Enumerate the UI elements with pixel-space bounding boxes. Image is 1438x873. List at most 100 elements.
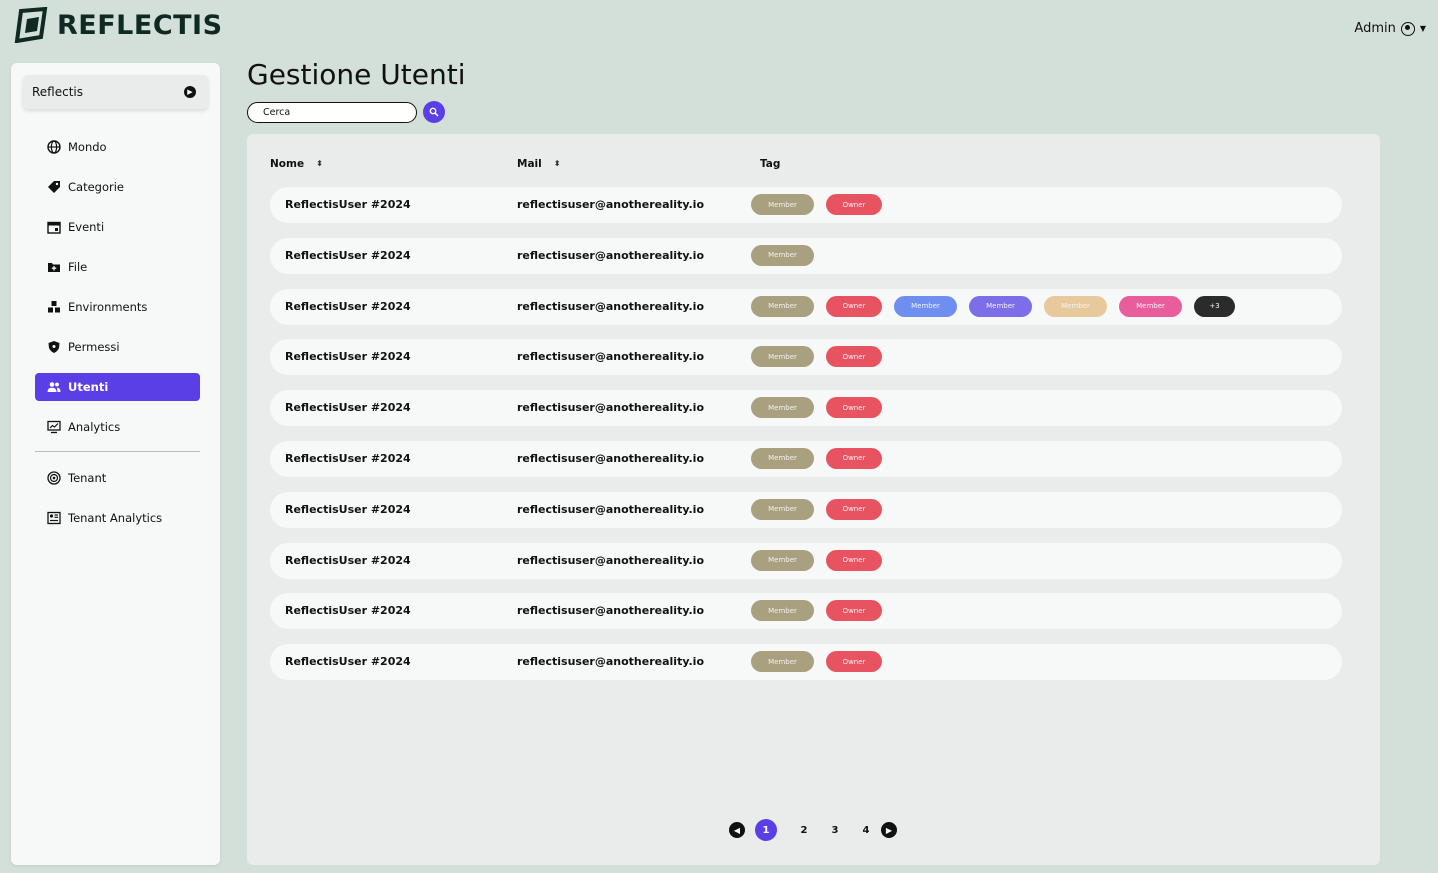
- user-mail-cell: reflectisuser@anothereality.io: [517, 299, 704, 313]
- tag-badge: Member: [751, 498, 814, 520]
- table-row[interactable]: ReflectisUser #2024 reflectisuser@another…: [270, 187, 1342, 223]
- user-menu-label: Admin: [1354, 21, 1396, 36]
- table-row[interactable]: ReflectisUser #2024 reflectisuser@another…: [270, 288, 1342, 325]
- next-page-button[interactable]: ▶: [881, 822, 897, 838]
- sidebar-item-permessi[interactable]: Permessi: [35, 333, 200, 361]
- page-title: Gestione Utenti: [247, 58, 466, 91]
- tenant-selector-label: Reflectis: [32, 85, 84, 99]
- sidebar-item-environments[interactable]: Environments: [35, 293, 200, 321]
- tag-badge: Member: [751, 447, 814, 469]
- sidebar-item-label: Mondo: [68, 140, 107, 154]
- user-circle-icon: [1400, 21, 1415, 36]
- tag-badge: Member: [751, 194, 814, 215]
- sidebar-item-tenant[interactable]: Tenant: [35, 464, 200, 492]
- user-mail-cell: reflectisuser@anothereality.io: [517, 655, 704, 669]
- column-header-label: Mail: [517, 158, 542, 170]
- sidebar-item-label: Utenti: [68, 380, 109, 394]
- sidebar-item-eventi[interactable]: Eventi: [35, 213, 200, 241]
- sidebar-item-label: Tenant: [68, 471, 107, 485]
- prev-page-button[interactable]: ◀: [729, 822, 745, 838]
- user-name-cell: ReflectisUser #2024: [285, 451, 411, 465]
- page-button-2[interactable]: 2: [800, 824, 808, 836]
- sort-icon[interactable]: ⬍: [553, 159, 561, 168]
- tag-badge: Member: [751, 295, 814, 317]
- column-header-label: Nome: [270, 158, 305, 170]
- user-name-cell: ReflectisUser #2024: [285, 350, 411, 364]
- tag-badge: Owner: [826, 600, 882, 622]
- user-tags-cell: Member Owner: [751, 600, 882, 622]
- user-name-cell: ReflectisUser #2024: [285, 299, 411, 313]
- folder-plus-icon: [47, 260, 61, 274]
- tenant-selector[interactable]: Reflectis ▶: [23, 75, 208, 109]
- calendar-icon: [47, 220, 61, 234]
- search-icon: [429, 107, 439, 117]
- tag-badge: Owner: [826, 498, 882, 520]
- user-mail-cell: reflectisuser@anothereality.io: [517, 502, 704, 516]
- globe-icon: [47, 140, 61, 154]
- sidebar-item-categorie[interactable]: Categorie: [35, 173, 200, 201]
- user-name-cell: ReflectisUser #2024: [285, 198, 411, 211]
- sidebar-item-label: Environments: [68, 300, 148, 314]
- tag-badge: Member: [751, 600, 814, 622]
- tag-badge: Owner: [826, 651, 882, 673]
- tag-badge: Member: [751, 244, 814, 266]
- tag-badge: Owner: [826, 194, 882, 215]
- page-button-4[interactable]: 4: [862, 824, 870, 836]
- table-row[interactable]: ReflectisUser #2024 reflectisuser@another…: [270, 542, 1342, 579]
- tag-badge: Owner: [826, 447, 882, 469]
- page-button-3[interactable]: 3: [831, 824, 839, 836]
- sidebar-item-label: Categorie: [68, 180, 124, 194]
- table-row[interactable]: ReflectisUser #2024 reflectisuser@another…: [270, 390, 1342, 427]
- more-tags-badge[interactable]: +3: [1194, 295, 1235, 317]
- user-tags-cell: Member Owner: [751, 651, 882, 673]
- page-button-1[interactable]: 1: [755, 819, 777, 841]
- user-name-cell: ReflectisUser #2024: [285, 553, 411, 567]
- sidebar-nav: Mondo Categorie Eventi File Environments…: [35, 133, 200, 544]
- search-input[interactable]: [247, 101, 417, 123]
- sidebar-item-utenti[interactable]: Utenti: [35, 373, 200, 401]
- tag-badge: Member: [894, 295, 957, 317]
- search-bar: [247, 101, 445, 123]
- app-logo[interactable]: REFLECTIS: [13, 7, 223, 43]
- tag-badge: Owner: [826, 346, 882, 368]
- brand-name: REFLECTIS: [57, 9, 223, 41]
- table-row[interactable]: ReflectisUser #2024 reflectisuser@another…: [270, 644, 1342, 681]
- sidebar: Reflectis ▶ Mondo Categorie Eventi File …: [11, 63, 220, 865]
- user-tags-cell: Member Owner: [751, 498, 882, 520]
- sidebar-item-mondo[interactable]: Mondo: [35, 133, 200, 161]
- user-mail-cell: reflectisuser@anothereality.io: [517, 604, 704, 618]
- table-row[interactable]: ReflectisUser #2024 reflectisuser@another…: [270, 339, 1342, 376]
- user-tags-cell: Member Owner: [751, 447, 882, 469]
- user-tags-cell: Member Owner Member Member Member Member +3: [751, 295, 1235, 317]
- table-row[interactable]: ReflectisUser #2024 reflectisuser@another…: [270, 593, 1342, 630]
- user-mail-cell: reflectisuser@anothereality.io: [517, 248, 704, 262]
- user-mail-cell: reflectisuser@anothereality.io: [517, 451, 704, 465]
- user-tags-cell: Member Owner: [751, 346, 882, 368]
- pagination: ◀ 1 2 3 4 ▶: [729, 819, 897, 841]
- sort-icon[interactable]: ⬍: [316, 159, 323, 168]
- table-row[interactable]: ReflectisUser #2024 reflectisuser@another…: [270, 491, 1342, 528]
- sidebar-item-file[interactable]: File: [35, 253, 200, 281]
- sidebar-item-label: Tenant Analytics: [68, 511, 163, 525]
- column-header-mail[interactable]: Mail ⬍: [517, 158, 560, 170]
- search-button[interactable]: [423, 101, 445, 123]
- tag-badge: Owner: [826, 397, 882, 419]
- column-header-name[interactable]: Nome ⬍: [270, 158, 323, 170]
- user-tags-cell: Member: [751, 244, 814, 266]
- user-mail-cell: reflectisuser@anothereality.io: [517, 198, 704, 211]
- tag-badge: Member: [1119, 295, 1182, 317]
- sidebar-item-tenant-analytics[interactable]: Tenant Analytics: [35, 504, 200, 532]
- user-tags-cell: Member Owner: [751, 194, 882, 215]
- target-icon: [47, 471, 61, 485]
- table-row[interactable]: ReflectisUser #2024 reflectisuser@another…: [270, 440, 1342, 477]
- tag-badge: Owner: [826, 549, 882, 571]
- table-header: Nome ⬍ Mail ⬍ Tag: [270, 158, 1320, 174]
- reflectis-logo-icon: [14, 7, 48, 43]
- tag-badge: Member: [751, 651, 814, 673]
- user-menu[interactable]: Admin ▼: [1354, 21, 1426, 36]
- user-name-cell: ReflectisUser #2024: [285, 248, 411, 262]
- sidebar-item-analytics[interactable]: Analytics: [35, 413, 200, 441]
- shield-icon: [47, 340, 61, 354]
- user-name-cell: ReflectisUser #2024: [285, 502, 411, 516]
- table-row[interactable]: ReflectisUser #2024 reflectisuser@another…: [270, 237, 1342, 274]
